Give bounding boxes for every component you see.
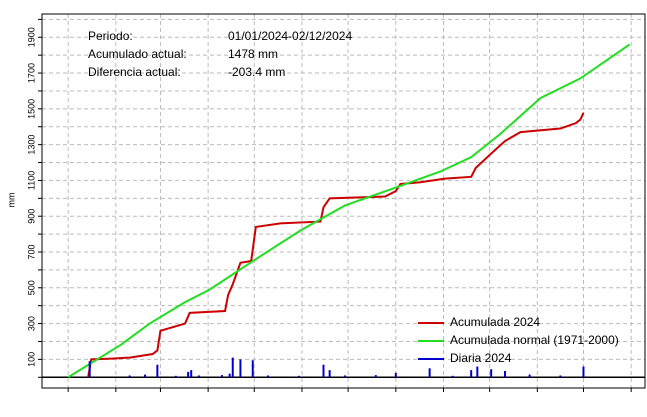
y-tick-label: 1700 bbox=[26, 63, 36, 83]
y-tick-label: 900 bbox=[26, 209, 36, 224]
legend-label: Acumulada normal (1971-2000) bbox=[450, 333, 619, 347]
y-tick-label: 300 bbox=[26, 316, 36, 331]
series-line bbox=[67, 43, 631, 379]
annotation-label: Periodo: bbox=[88, 29, 133, 43]
y-tick-label: 100 bbox=[26, 352, 36, 367]
y-tick-label: 1500 bbox=[26, 99, 36, 119]
annotation-label: Acumulado actual: bbox=[88, 47, 187, 61]
annotation-value: -203.4 mm bbox=[228, 65, 285, 79]
y-axis-label: mm bbox=[6, 193, 16, 208]
plot-area bbox=[42, 14, 645, 388]
series-line bbox=[87, 112, 585, 378]
annotation-label: Diferencia actual: bbox=[88, 65, 181, 79]
y-tick-label: 1100 bbox=[26, 171, 36, 190]
annotation-value: 01/01/2024-02/12/2024 bbox=[228, 29, 352, 43]
legend-label: Acumulada 2024 bbox=[450, 315, 540, 329]
y-tick-label: 1300 bbox=[26, 135, 36, 155]
y-tick-label: 500 bbox=[26, 280, 36, 295]
legend-label: Diaria 2024 bbox=[450, 351, 512, 365]
y-tick-label: 700 bbox=[26, 244, 36, 259]
y-tick-label: 1900 bbox=[26, 27, 36, 47]
plot-frame bbox=[41, 13, 646, 389]
annotation-value: 1478 mm bbox=[228, 47, 278, 61]
